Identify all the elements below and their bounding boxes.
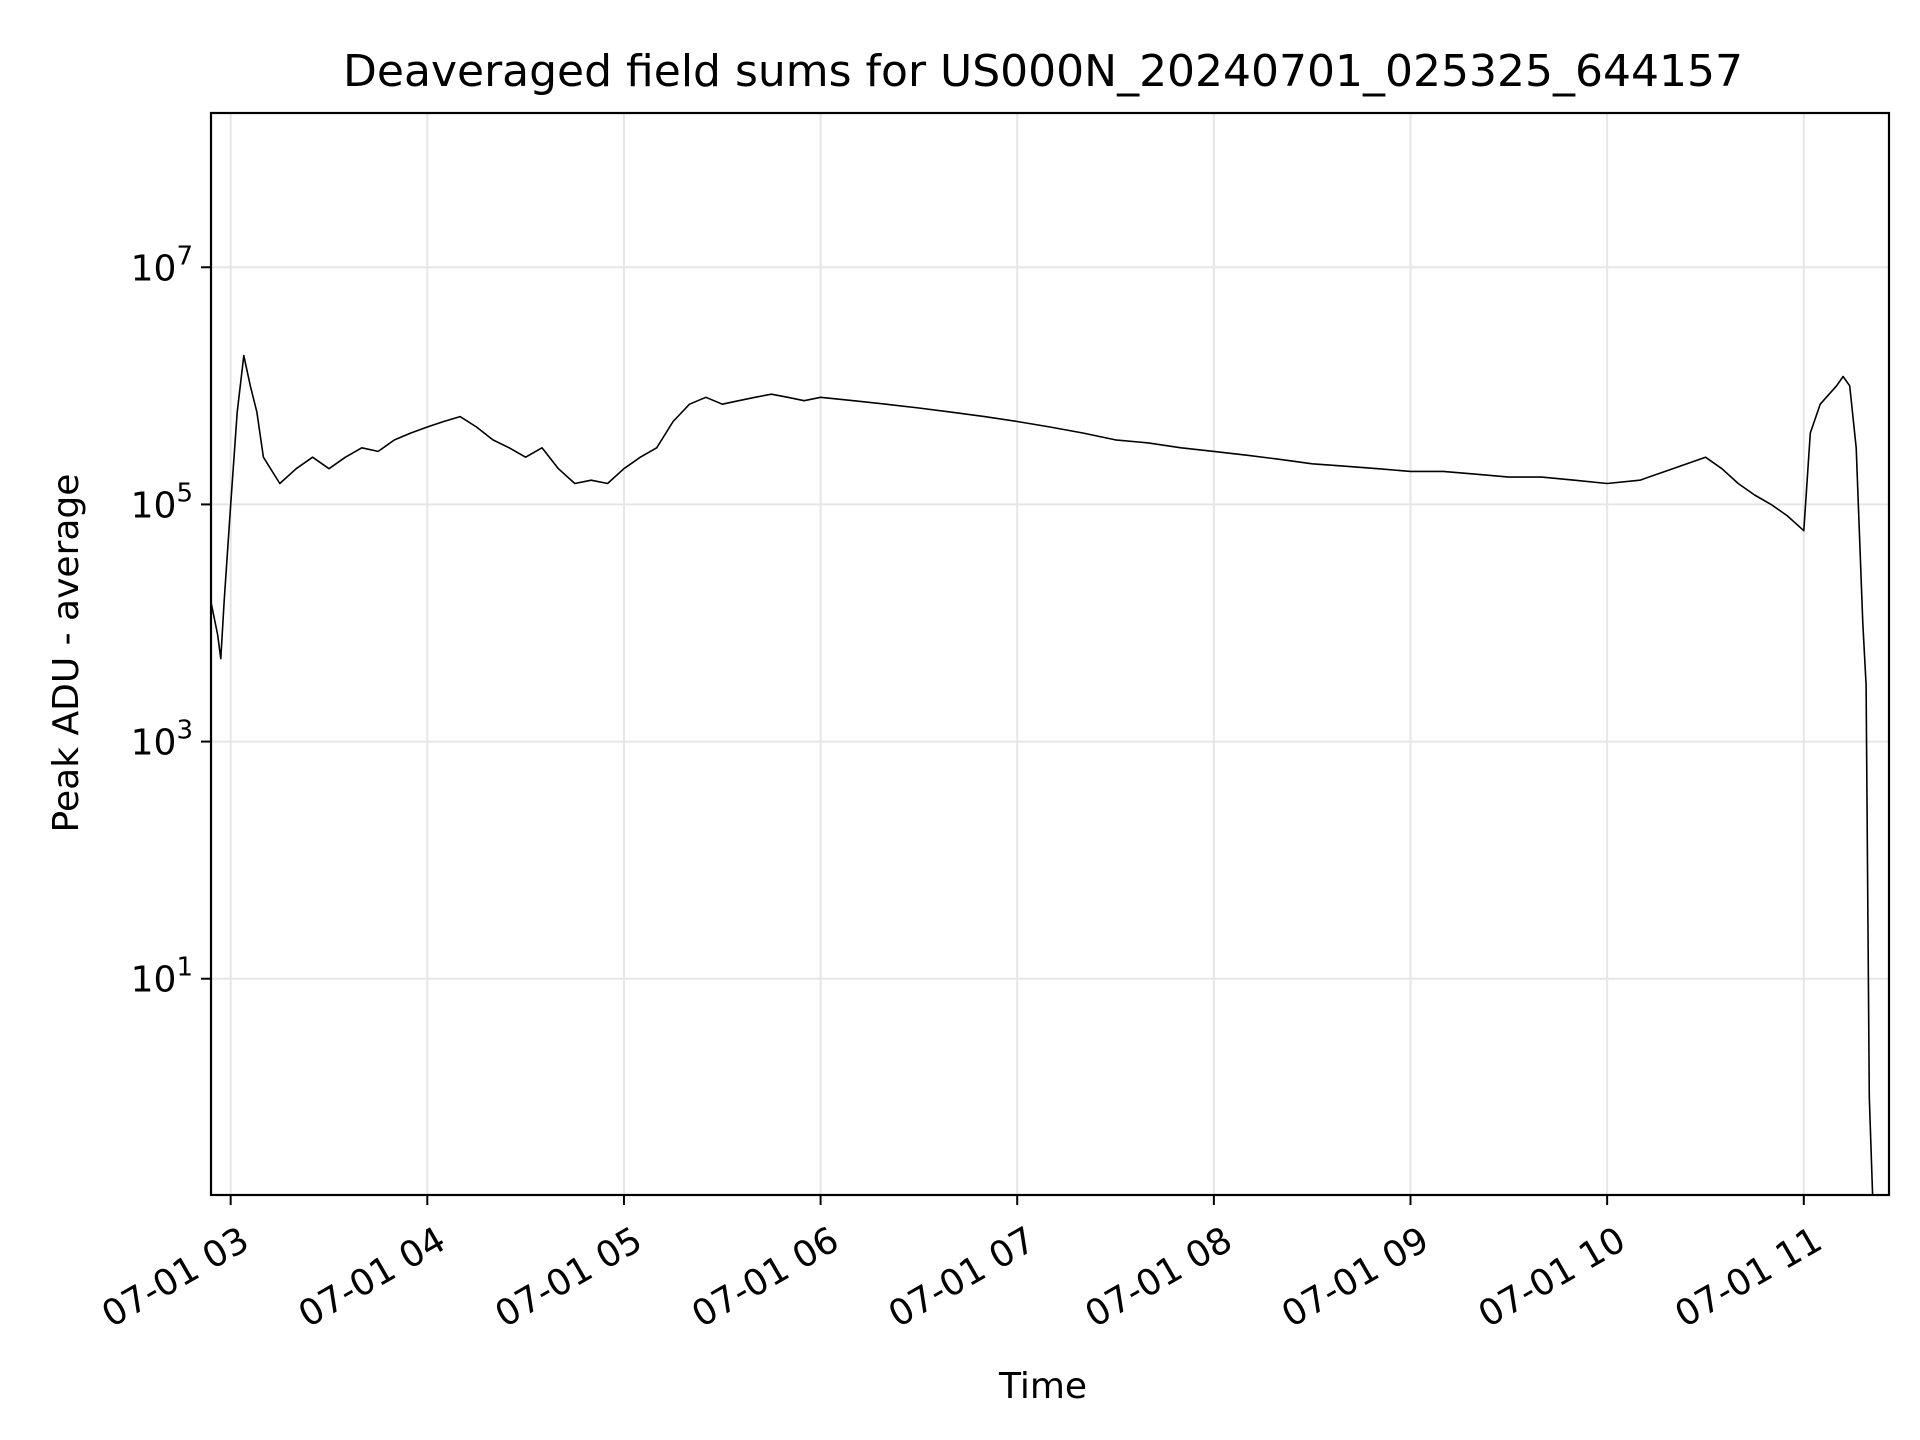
series-layer: [210, 354, 1874, 1196]
y-tick-exponent: 7: [176, 241, 193, 271]
series-line: [210, 354, 1874, 1196]
y-axis-label: Peak ADU - average: [46, 474, 87, 833]
y-tick-exponent: 1: [176, 953, 193, 983]
y-tick-label: 101: [131, 953, 193, 1001]
y-tick-base: 10: [131, 723, 177, 764]
y-tick-base: 10: [131, 960, 177, 1001]
x-axis-label: Time: [998, 1366, 1087, 1407]
y-tick-label: 107: [131, 241, 193, 289]
y-tick-base: 10: [131, 248, 177, 289]
chart-title: Deaveraged field sums for US000N_2024070…: [343, 46, 1743, 97]
plot-frame: [209, 111, 1891, 1197]
y-tick-exponent: 3: [176, 716, 193, 746]
y-tick-label: 105: [131, 478, 193, 526]
y-tick-exponent: 5: [176, 478, 193, 508]
y-tick-base: 10: [131, 485, 177, 526]
y-tick-label: 103: [131, 716, 193, 764]
grid: [211, 113, 1889, 1195]
